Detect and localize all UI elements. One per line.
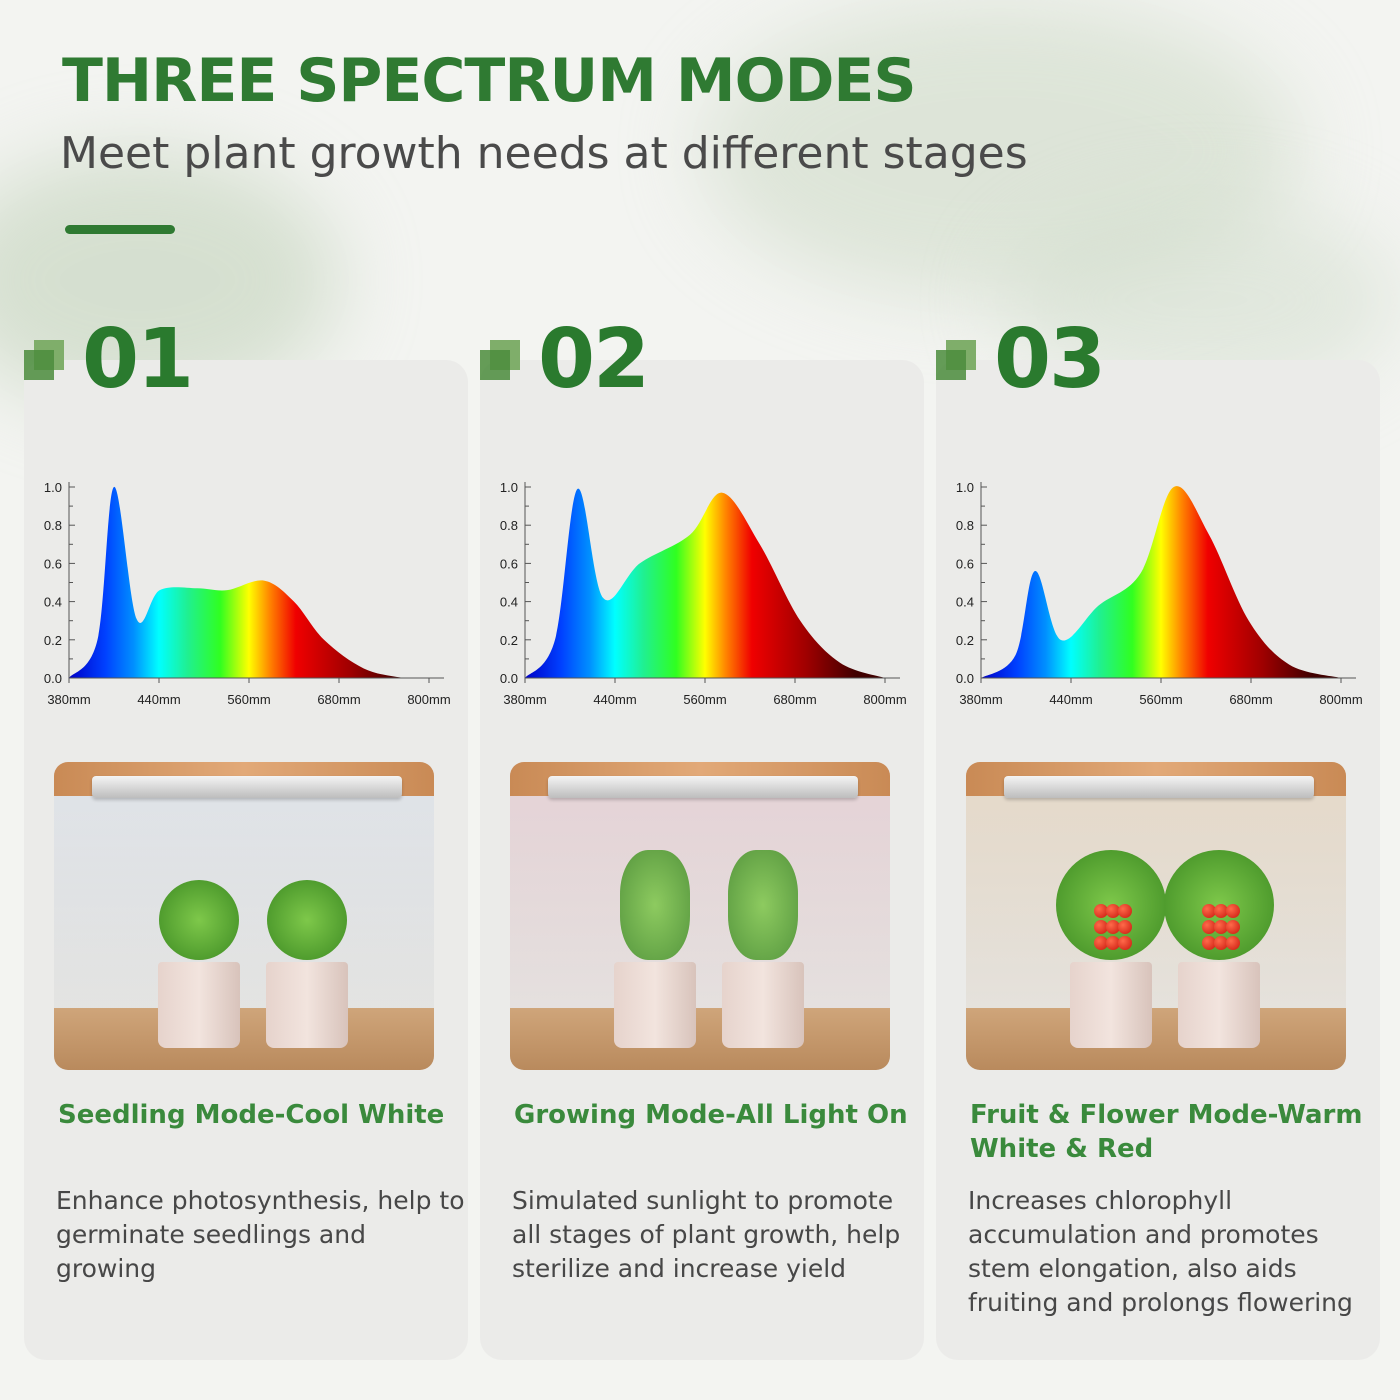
x-tick-label: 440mm [137,692,180,707]
y-tick-label: 0.2 [956,633,974,648]
tomato [1118,904,1132,918]
product-photo [966,762,1346,1070]
spectrum-area [69,486,429,678]
flower-pot [1178,962,1260,1048]
y-tick-label: 0.0 [956,671,974,686]
table [510,1008,890,1070]
x-tick-label: 440mm [593,692,636,707]
plant [159,880,239,960]
tomato [1118,936,1132,950]
x-tick-label: 560mm [683,692,726,707]
square-icon [24,340,64,380]
y-tick-label: 0.2 [500,633,518,648]
product-photo [54,762,434,1070]
tomato [1094,936,1108,950]
plant [267,880,347,960]
x-tick-label: 560mm [1139,692,1182,707]
tomato [1214,920,1228,934]
square-icon [480,340,520,380]
x-tick-label: 800mm [407,692,450,707]
mode-number: 02 [538,312,650,407]
y-tick-label: 0.6 [500,556,518,571]
y-tick-label: 0.2 [44,633,62,648]
tomato [1094,920,1108,934]
x-tick-label: 680mm [1229,692,1272,707]
mode-number: 01 [82,312,194,407]
x-tick-label: 800mm [863,692,906,707]
table [966,1008,1346,1070]
title-underline [65,225,175,234]
tomato [1214,936,1228,950]
flower-pot [266,962,348,1048]
spectrum-chart: 0.0 0.2 0.4 0.6 0.8 1.0 380mm 440mm 560mm 680mm 80… [956,480,1363,707]
y-tick-label: 1.0 [44,480,62,495]
flower-pot [614,962,696,1048]
tomato [1202,904,1216,918]
mode-card-01: 01 0.0 0.2 0.4 0.6 0.8 1.0 380mm 440mm 560mm 680m… [24,312,468,1360]
y-tick-label: 0.8 [956,518,974,533]
mode-title: Seedling Mode-Cool White [58,1100,445,1130]
tomato [1226,936,1240,950]
x-tick-label: 380mm [503,692,546,707]
mode-description: Simulated sunlight to promote all stages… [512,1186,901,1283]
mode-number: 03 [994,312,1106,407]
y-tick-label: 0.6 [956,556,974,571]
y-tick-label: 0.6 [44,556,62,571]
spectrum-chart: 0.0 0.2 0.4 0.6 0.8 1.0 380mm 440mm 560mm 680mm 80… [500,480,907,707]
mode-description: Increases chlorophyll accumulation and p… [968,1186,1353,1317]
plant [728,850,798,960]
tomato [1202,920,1216,934]
y-tick-label: 0.4 [44,595,62,610]
tomato [1106,936,1120,950]
mode-title: Fruit & Flower Mode-Warm White & Red [970,1100,1363,1164]
y-tick-label: 1.0 [956,480,974,495]
tomato [1118,920,1132,934]
x-tick-label: 380mm [47,692,90,707]
y-tick-label: 0.4 [956,595,974,610]
mode-card-02: 02 0.0 0.2 0.4 0.6 0.8 1.0 380mm 440mm 560mm 680m… [480,312,924,1360]
tomato [1106,920,1120,934]
flower-pot [158,962,240,1048]
tomato [1226,920,1240,934]
x-tick-label: 380mm [959,692,1002,707]
y-tick-label: 0.8 [500,518,518,533]
mode-card-03: 03 0.0 0.2 0.4 0.6 0.8 1.0 380mm 440mm 560mm 680m… [936,312,1380,1360]
flower-pot [722,962,804,1048]
spectrum-area [525,488,885,678]
x-tick-label: 800mm [1319,692,1362,707]
grow-light-bar [1004,776,1314,798]
square-icon [936,340,976,380]
y-tick-label: 0.0 [500,671,518,686]
plant [620,850,690,960]
tomato [1214,904,1228,918]
y-tick-label: 0.8 [44,518,62,533]
flower-pot [1070,962,1152,1048]
table [54,1008,434,1070]
spectrum-chart: 0.0 0.2 0.4 0.6 0.8 1.0 380mm 440mm 560mm 680mm 80… [44,480,451,707]
grow-light-bar [548,776,858,798]
spectrum-area [981,486,1341,678]
y-tick-label: 0.0 [44,671,62,686]
page-subtitle: Meet plant growth needs at different sta… [60,128,1028,179]
tomato [1094,904,1108,918]
mode-description: Enhance photosynthesis, help to germinat… [56,1186,465,1283]
grow-light-bar [92,776,402,798]
y-tick-label: 1.0 [500,480,518,495]
y-tick-label: 0.4 [500,595,518,610]
tomato [1202,936,1216,950]
product-photo [510,762,890,1070]
x-tick-label: 680mm [317,692,360,707]
x-tick-label: 440mm [1049,692,1092,707]
page-title: THREE SPECTRUM MODES [62,46,917,116]
x-tick-label: 560mm [227,692,270,707]
mode-title: Growing Mode-All Light On [514,1100,908,1130]
tomato [1226,904,1240,918]
x-tick-label: 680mm [773,692,816,707]
tomato [1106,904,1120,918]
